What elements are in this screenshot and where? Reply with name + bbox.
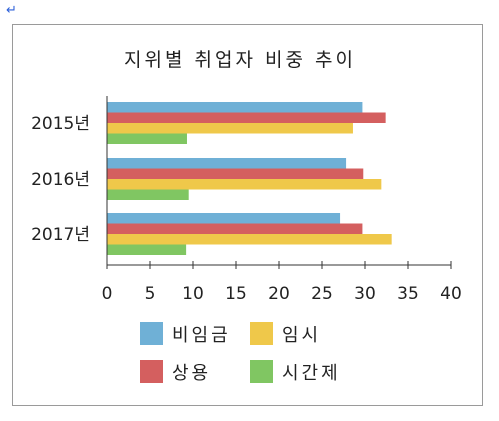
category-label: 2017년 <box>31 225 90 245</box>
bar-3-4 <box>107 244 187 255</box>
category-label: 2016년 <box>31 170 90 190</box>
bar-3-1 <box>107 213 341 224</box>
bar-1-3 <box>107 123 353 134</box>
bar-2-3 <box>107 179 382 190</box>
legend-label: 상용 <box>172 363 211 384</box>
x-tick-label: 15 <box>225 284 247 304</box>
axes-group: 0 5 10 15 20 25 30 35 40 <box>102 96 462 304</box>
legend-swatch <box>250 322 273 345</box>
chart-title: 지위별 취업자 비중 추이 <box>124 49 356 71</box>
x-tick-label: 20 <box>268 284 290 304</box>
x-tick-label: 0 <box>102 284 113 304</box>
bar-1-4 <box>107 133 187 144</box>
bar-2-2 <box>107 168 364 179</box>
bar-2-4 <box>107 189 189 200</box>
legend-label: 임시 <box>282 325 321 346</box>
category-label: 2015년 <box>31 114 90 134</box>
paragraph-return-mark: ↵ <box>6 3 17 18</box>
x-tick-label: 5 <box>145 284 156 304</box>
x-tick-label: 40 <box>440 284 462 304</box>
x-tick-label: 25 <box>311 284 333 304</box>
bar-1-2 <box>107 112 386 123</box>
legend-swatch <box>250 360 273 383</box>
legend-swatch <box>140 322 163 345</box>
bar-1-1 <box>107 102 363 113</box>
bars-group: 2015년 2016년 2017년 <box>31 102 392 255</box>
bar-3-3 <box>107 234 392 245</box>
legend-label: 비임금 <box>172 325 231 346</box>
bar-3-2 <box>107 223 363 234</box>
x-tick-label: 10 <box>182 284 204 304</box>
x-tick-label: 30 <box>354 284 376 304</box>
legend-swatch <box>140 360 163 383</box>
x-tick-label: 35 <box>397 284 419 304</box>
bar-2-1 <box>107 158 347 169</box>
legend-label: 시간제 <box>282 363 341 384</box>
